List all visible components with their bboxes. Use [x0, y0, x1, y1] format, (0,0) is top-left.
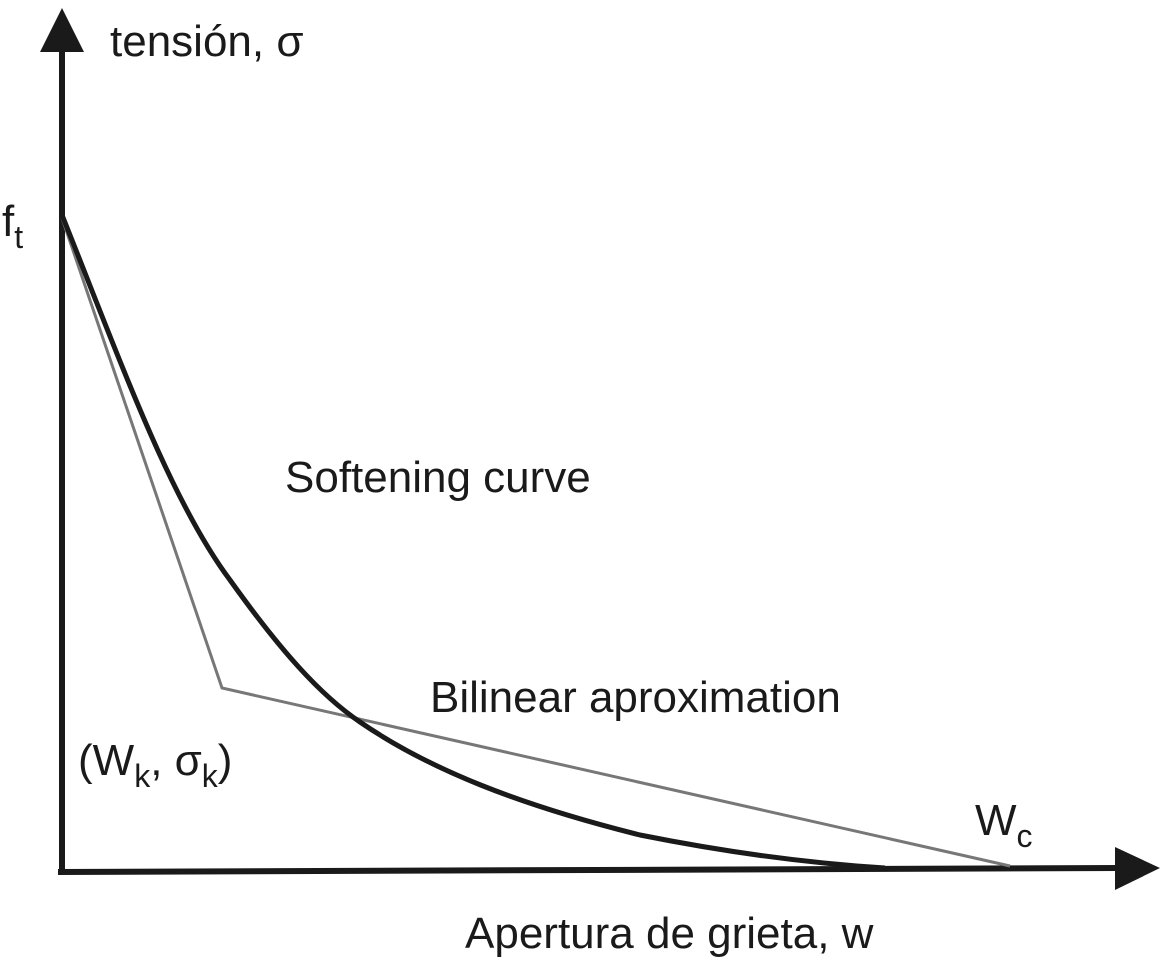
end-main: W [975, 796, 1017, 845]
x-arrow [1115, 847, 1160, 890]
kink-label: (Wk, σk) [78, 736, 232, 794]
kink-part: ) [218, 736, 233, 785]
kink-sub: k [134, 758, 151, 794]
bilinear-label: Bilinear aproximation [430, 673, 841, 722]
y-axis-label: tensión, σ [110, 17, 304, 66]
kink-part: , σ [150, 736, 202, 785]
y-arrow [40, 8, 84, 52]
curve-label: Softening curve [285, 453, 591, 502]
peak-main: f [2, 197, 15, 246]
end-label: Wc [975, 796, 1033, 854]
kink-part: (W [78, 736, 135, 785]
kink-sub: k [202, 758, 219, 794]
x-axis [57, 865, 1121, 875]
x-axis-label: Apertura de grieta, w [465, 909, 874, 957]
peak-sub: t [14, 219, 23, 255]
end-sub: c [1017, 818, 1033, 854]
softening-curve [59, 214, 886, 871]
peak-label: ft [2, 197, 23, 255]
bilinear-line [60, 217, 1011, 868]
